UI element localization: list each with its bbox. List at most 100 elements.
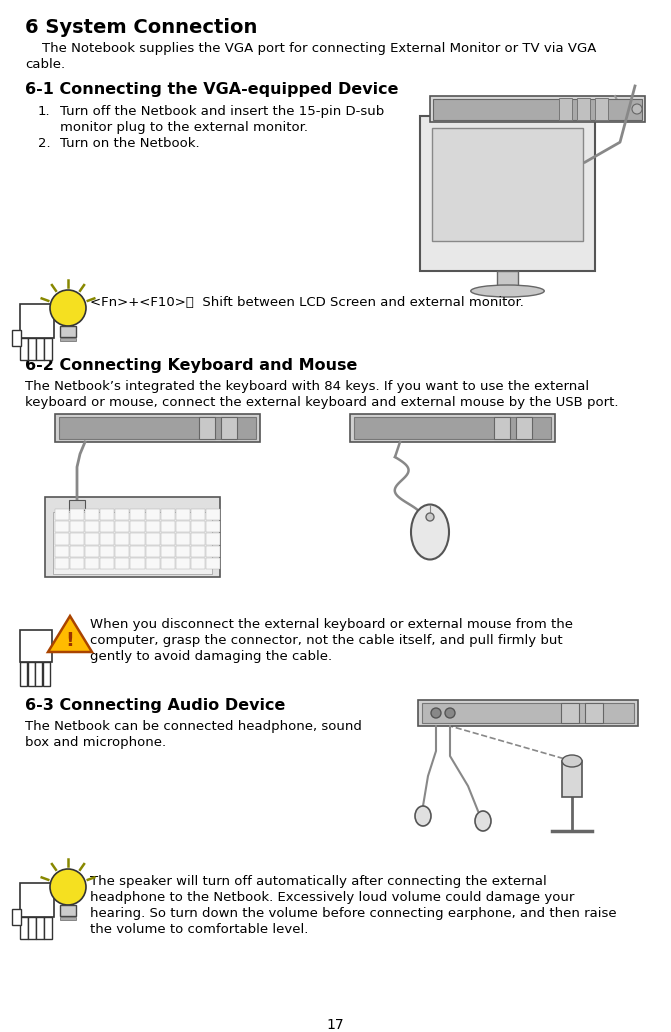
- Text: box and microphone.: box and microphone.: [25, 736, 166, 749]
- Bar: [20, 630, 52, 662]
- Bar: [176, 558, 190, 569]
- Bar: [354, 417, 551, 439]
- Bar: [35, 662, 42, 686]
- Bar: [60, 917, 76, 920]
- Circle shape: [445, 708, 455, 718]
- Bar: [115, 546, 130, 557]
- Bar: [206, 546, 220, 557]
- Bar: [493, 417, 509, 439]
- Bar: [433, 99, 642, 120]
- Bar: [69, 499, 85, 510]
- Ellipse shape: [411, 505, 449, 559]
- Bar: [160, 509, 174, 520]
- Bar: [55, 414, 260, 442]
- Bar: [160, 558, 174, 569]
- Text: 2.: 2.: [38, 137, 50, 150]
- Bar: [28, 338, 36, 360]
- Bar: [418, 700, 638, 725]
- Text: monitor plug to the external monitor.: monitor plug to the external monitor.: [60, 121, 308, 134]
- Bar: [85, 521, 99, 533]
- Bar: [70, 521, 84, 533]
- Circle shape: [426, 513, 434, 521]
- Ellipse shape: [562, 755, 582, 767]
- Bar: [85, 558, 99, 569]
- Bar: [146, 534, 160, 545]
- Bar: [130, 546, 144, 557]
- Bar: [55, 546, 69, 557]
- Ellipse shape: [475, 811, 491, 831]
- Bar: [36, 338, 44, 360]
- Bar: [115, 521, 130, 533]
- Bar: [562, 761, 582, 797]
- Bar: [206, 558, 220, 569]
- Bar: [130, 534, 144, 545]
- Text: The Netbook’s integrated the keyboard with 84 keys. If you want to use the exter: The Netbook’s integrated the keyboard wi…: [25, 380, 589, 393]
- Bar: [55, 558, 69, 569]
- Bar: [176, 509, 190, 520]
- Bar: [85, 546, 99, 557]
- Bar: [206, 521, 220, 533]
- Bar: [100, 534, 114, 545]
- Bar: [206, 534, 220, 545]
- Text: the volume to comfortable level.: the volume to comfortable level.: [90, 923, 309, 936]
- Bar: [55, 509, 69, 520]
- Bar: [70, 558, 84, 569]
- Bar: [12, 330, 21, 346]
- Bar: [100, 546, 114, 557]
- Bar: [20, 917, 28, 939]
- Bar: [432, 128, 582, 241]
- Bar: [160, 521, 174, 533]
- Bar: [100, 521, 114, 533]
- Polygon shape: [48, 616, 92, 652]
- Bar: [85, 509, 99, 520]
- Bar: [191, 546, 205, 557]
- Bar: [191, 558, 205, 569]
- Text: When you disconnect the external keyboard or external mouse from the: When you disconnect the external keyboar…: [90, 618, 573, 631]
- Bar: [206, 509, 220, 520]
- Text: <Fn>+<F10>：  Shift between LCD Screen and external monitor.: <Fn>+<F10>： Shift between LCD Screen and…: [90, 296, 524, 309]
- Bar: [199, 417, 215, 439]
- Bar: [559, 98, 572, 120]
- Bar: [420, 116, 595, 271]
- Bar: [115, 558, 130, 569]
- Bar: [577, 98, 590, 120]
- Bar: [191, 509, 205, 520]
- Text: 17: 17: [326, 1018, 344, 1032]
- Bar: [191, 534, 205, 545]
- Bar: [60, 905, 76, 916]
- Text: gently to avoid damaging the cable.: gently to avoid damaging the cable.: [90, 650, 332, 663]
- Bar: [55, 534, 69, 545]
- Bar: [350, 414, 555, 442]
- Bar: [595, 98, 608, 120]
- Bar: [430, 96, 645, 122]
- Bar: [60, 326, 76, 337]
- Bar: [28, 917, 36, 939]
- Bar: [221, 417, 236, 439]
- Bar: [146, 546, 160, 557]
- Bar: [130, 521, 144, 533]
- Text: 6 System Connection: 6 System Connection: [25, 18, 258, 37]
- Text: headphone to the Netbook. Excessively loud volume could damage your: headphone to the Netbook. Excessively lo…: [90, 891, 574, 904]
- Bar: [146, 521, 160, 533]
- Bar: [42, 662, 50, 686]
- Bar: [422, 703, 634, 723]
- Bar: [130, 509, 144, 520]
- Bar: [53, 512, 212, 574]
- Bar: [176, 546, 190, 557]
- Bar: [70, 534, 84, 545]
- Bar: [585, 703, 603, 723]
- Bar: [20, 883, 54, 917]
- Bar: [100, 509, 114, 520]
- Bar: [44, 917, 52, 939]
- Bar: [130, 558, 144, 569]
- Ellipse shape: [415, 806, 431, 826]
- Text: The speaker will turn off automatically after connecting the external: The speaker will turn off automatically …: [90, 875, 547, 888]
- Bar: [20, 338, 28, 360]
- Bar: [160, 534, 174, 545]
- Text: hearing. So turn down the volume before connecting earphone, and then raise: hearing. So turn down the volume before …: [90, 907, 617, 920]
- Bar: [12, 909, 21, 925]
- Bar: [515, 417, 531, 439]
- Circle shape: [50, 290, 86, 326]
- Text: Turn on the Netbook.: Turn on the Netbook.: [60, 137, 200, 150]
- Bar: [44, 338, 52, 360]
